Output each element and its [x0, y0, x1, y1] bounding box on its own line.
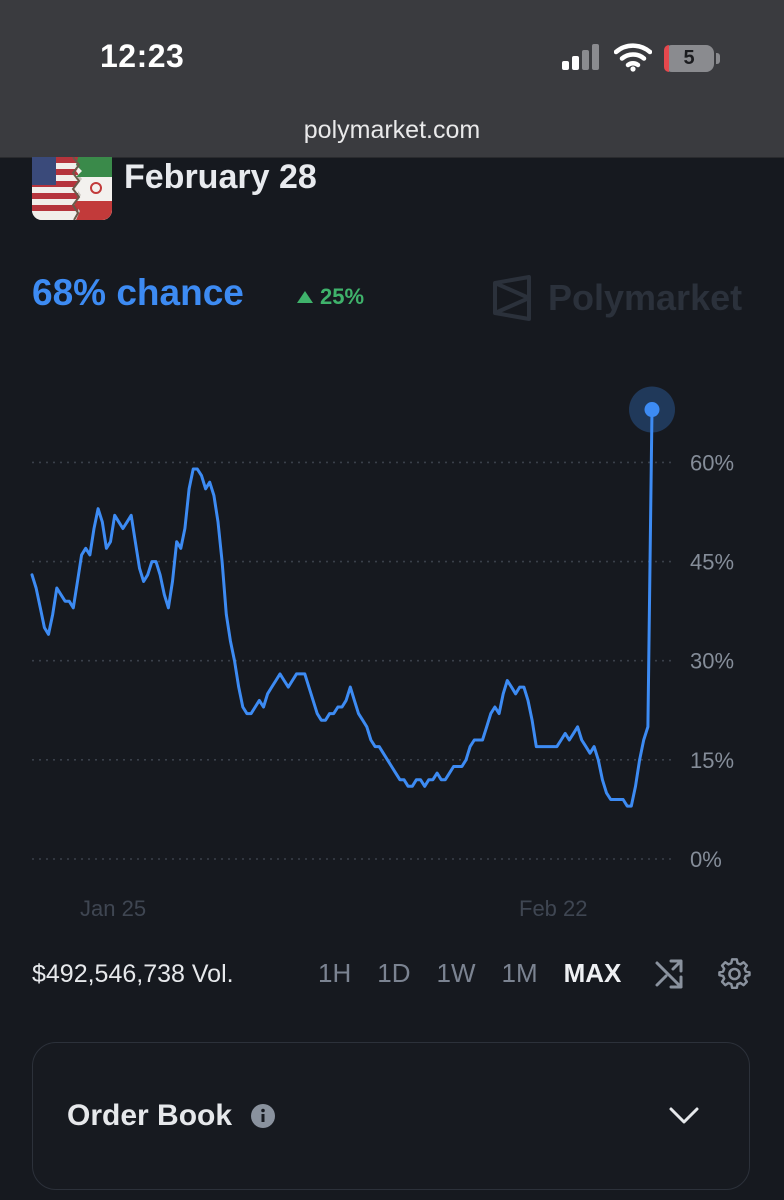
shuffle-icon[interactable] — [654, 958, 686, 990]
status-time: 12:23 — [100, 38, 185, 74]
market-title: February 28 — [124, 158, 317, 196]
current-point — [644, 402, 660, 418]
order-book-title: Order Book — [67, 1099, 233, 1132]
range-button-1m[interactable]: 1M — [501, 958, 538, 988]
range-button-max[interactable]: MAX — [563, 958, 622, 988]
brand-watermark: Polymarket — [492, 275, 742, 321]
gear-icon[interactable] — [718, 957, 751, 990]
y-tick-label: 15% — [690, 748, 734, 773]
brand-name: Polymarket — [548, 277, 743, 318]
x-tick-label: Feb 22 — [519, 896, 588, 921]
y-tick-label: 30% — [690, 649, 734, 674]
x-tick-label: Jan 25 — [80, 896, 146, 921]
flags-image — [32, 157, 112, 220]
chance-value: 68% chance — [32, 272, 244, 313]
market-image — [32, 157, 112, 220]
chevron-down-icon[interactable] — [667, 1103, 701, 1127]
chart-grid — [32, 461, 672, 860]
y-tick-label: 0% — [690, 847, 722, 872]
change-value: 25% — [320, 284, 365, 309]
battery-level: 5 — [683, 47, 695, 69]
x-axis-labels: Jan 25 Feb 22 — [80, 896, 588, 921]
y-tick-label: 60% — [690, 450, 734, 475]
series-line — [30, 408, 654, 808]
change-indicator: 25% — [296, 284, 364, 310]
range-button-1h[interactable]: 1H — [318, 958, 352, 988]
wifi-icon — [614, 43, 652, 72]
polymarket-logo-icon — [493, 275, 531, 321]
battery-indicator: 5 — [664, 45, 714, 72]
cellular-signal-icon — [562, 44, 599, 70]
address-bar[interactable]: polymarket.com — [303, 116, 481, 144]
order-book-panel[interactable]: Order Book — [32, 1042, 750, 1190]
volume-label: $492,546,738 Vol. — [32, 960, 234, 988]
browser-chrome: 12:23 5 polymarket.com — [0, 0, 784, 158]
range-button-1d[interactable]: 1D — [377, 958, 411, 988]
triangle-up-icon — [297, 291, 313, 303]
time-range-selector: 1H 1D 1W 1M MAX — [318, 958, 647, 989]
y-tick-label: 45% — [690, 550, 734, 575]
info-icon[interactable] — [251, 1104, 275, 1128]
price-chart[interactable]: 0% 15% 30% 45% 60% Jan 25 Feb 22 — [0, 360, 784, 940]
battery-nub — [716, 53, 720, 64]
range-button-1w[interactable]: 1W — [436, 958, 476, 988]
y-axis-labels: 0% 15% 30% 45% 60% — [690, 450, 734, 872]
